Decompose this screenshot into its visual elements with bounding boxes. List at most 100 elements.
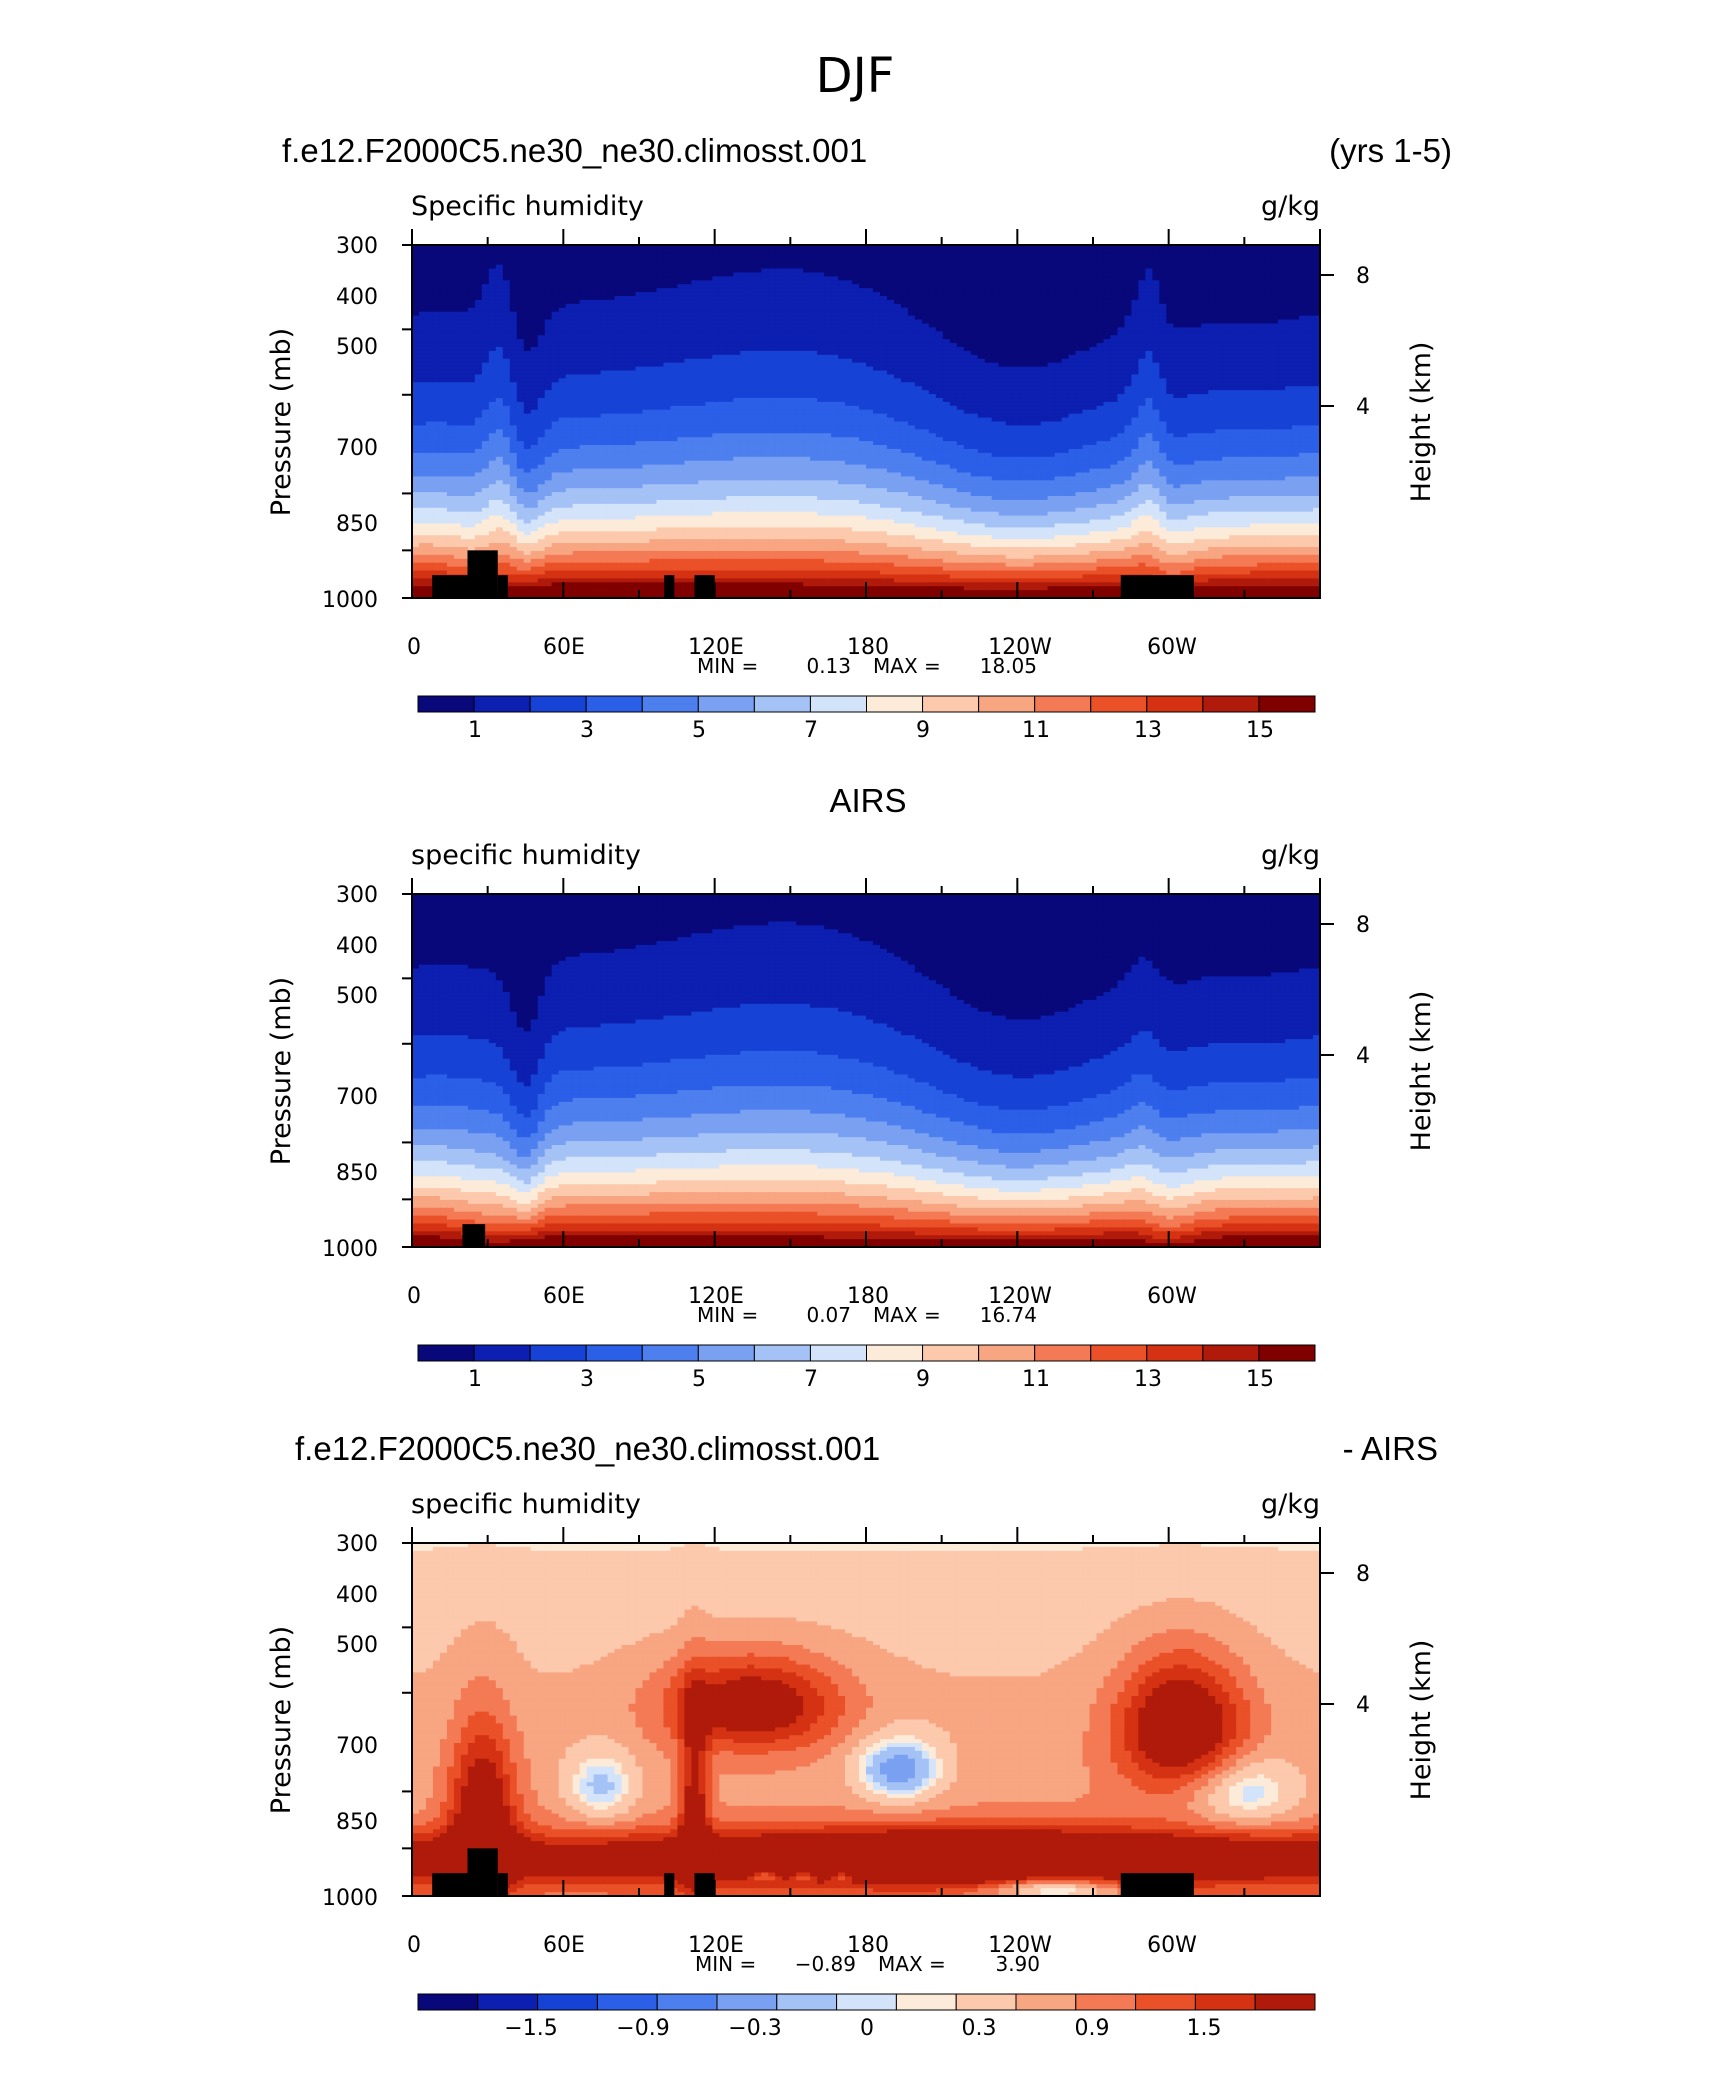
contour-cell — [432, 366, 441, 372]
contour-cell — [845, 256, 853, 262]
contour-cell — [1173, 362, 1181, 368]
contour-cell — [859, 339, 867, 344]
contour-cell — [998, 295, 1007, 301]
contour-cell — [1103, 260, 1112, 266]
contour-cell — [768, 366, 776, 372]
contour-cell — [1054, 390, 1063, 395]
contour-cell — [628, 362, 637, 368]
contour-cell — [1306, 245, 1314, 250]
contour-cell — [1194, 378, 1202, 383]
contour-cell — [593, 303, 602, 309]
contour-cell — [1194, 350, 1202, 356]
contour-cell — [551, 319, 560, 325]
contour-cell — [635, 366, 644, 372]
contour-cell — [607, 331, 616, 336]
contour-cell — [907, 248, 916, 254]
contour-cell — [488, 370, 497, 376]
contour-cell — [1096, 319, 1105, 325]
contour-cell — [558, 362, 567, 368]
contour-cell — [1152, 346, 1160, 352]
contour-cell — [1110, 390, 1119, 395]
contour-cell — [921, 343, 930, 348]
contour-cell — [1138, 354, 1146, 360]
contour-cell — [607, 382, 616, 387]
contour-cell — [900, 292, 909, 297]
contour-cell — [782, 303, 790, 309]
contour-cell — [977, 307, 986, 313]
contour-cell — [1005, 252, 1014, 258]
contour-cell — [838, 346, 846, 352]
contour-cell — [412, 264, 420, 270]
contour-cell — [1103, 245, 1112, 250]
panel-model-variable: Specific humidity — [411, 191, 644, 222]
contour-cell — [1033, 276, 1042, 281]
contour-cell — [530, 331, 539, 336]
contour-cell — [1103, 370, 1112, 376]
contour-cell — [817, 264, 825, 270]
contour-cell — [775, 260, 783, 266]
contour-cell — [740, 311, 748, 317]
contour-cell — [782, 386, 790, 391]
contour-cell — [530, 382, 539, 387]
contour-cell — [712, 382, 720, 387]
contour-cell — [698, 280, 706, 285]
contour-cell — [1047, 362, 1056, 368]
contour-cell — [1026, 366, 1035, 372]
contour-cell — [467, 284, 476, 289]
contour-cell — [446, 362, 455, 368]
contour-cell — [663, 256, 672, 262]
contour-cell — [537, 276, 546, 281]
contour-cell — [949, 366, 958, 372]
contour-cell — [1138, 276, 1146, 281]
contour-cell — [928, 311, 937, 317]
contour-cell — [991, 335, 1000, 340]
contour-cell — [1159, 264, 1167, 270]
contour-cell — [544, 382, 553, 387]
contour-cell — [900, 339, 909, 344]
contour-cell — [1026, 264, 1035, 270]
contour-cell — [544, 394, 553, 399]
contour-cell — [935, 248, 944, 254]
contour-cell — [803, 307, 811, 313]
contour-cell — [1040, 292, 1049, 297]
contour-cell — [1096, 311, 1105, 317]
contour-cell — [1313, 319, 1321, 325]
contour-cell — [1313, 374, 1321, 379]
contour-cell — [914, 354, 923, 360]
contour-cell — [852, 354, 860, 360]
contour-cell — [586, 256, 595, 262]
contour-cell — [446, 268, 455, 274]
contour-cell — [1110, 299, 1119, 305]
contour-cell — [572, 288, 581, 293]
contour-cell — [607, 264, 616, 270]
contour-cell — [467, 272, 476, 277]
contour-cell — [1012, 350, 1021, 356]
contour-cell — [684, 295, 692, 301]
contour-cell — [691, 292, 699, 297]
contour-cell — [845, 268, 853, 274]
contour-cell — [789, 311, 797, 317]
contour-cell — [412, 354, 420, 360]
contour-cell — [1033, 248, 1042, 254]
contour-cell — [558, 272, 567, 277]
contour-cell — [1110, 378, 1119, 383]
contour-cell — [838, 276, 846, 281]
contour-cell — [900, 280, 909, 285]
contour-cell — [1201, 390, 1209, 395]
contour-cell — [523, 272, 532, 277]
contour-cell — [1033, 382, 1042, 387]
contour-cell — [817, 366, 825, 372]
contour-cell — [733, 346, 741, 352]
contour-cell — [1278, 350, 1286, 356]
contour-cell — [1215, 354, 1223, 360]
contour-cell — [1292, 390, 1300, 395]
contour-cell — [712, 323, 720, 328]
contour-cell — [579, 331, 588, 336]
contour-cell — [432, 323, 441, 328]
contour-cell — [977, 346, 986, 352]
contour-cell — [1264, 390, 1272, 395]
contour-cell — [921, 374, 930, 379]
contour-cell — [425, 394, 434, 399]
contour-cell — [838, 252, 846, 258]
contour-cell — [1012, 264, 1021, 270]
